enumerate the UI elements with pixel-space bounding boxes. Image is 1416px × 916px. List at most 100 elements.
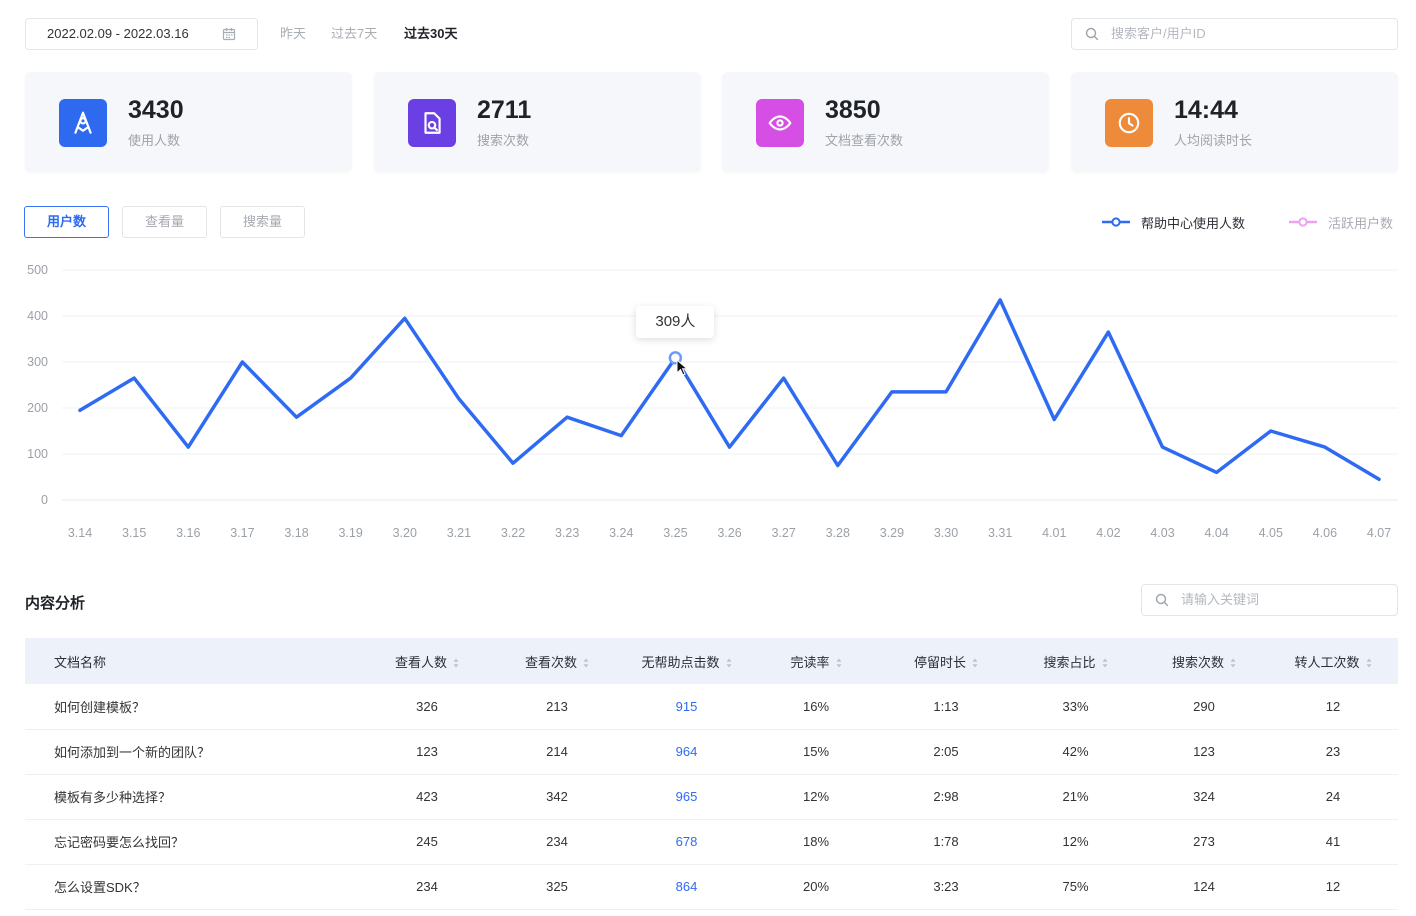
data-point[interactable]: [76, 406, 84, 414]
table-row[interactable]: 如何添加到一个新的团队？ 123 214 964 15% 2:05 42% 12…: [25, 729, 1398, 775]
stat-value: 3430: [128, 96, 184, 124]
data-point[interactable]: [130, 374, 138, 382]
column-header-transfers[interactable]: 转人工次数: [1268, 638, 1398, 684]
column-label: 停留时长: [913, 654, 966, 670]
data-point[interactable]: [509, 459, 517, 467]
date-range-picker[interactable]: 2022.02.09 - 2022.03.16: [25, 18, 258, 50]
doc-name-cell[interactable]: 怎么设置SDK？: [25, 864, 362, 910]
data-point[interactable]: [1213, 468, 1221, 476]
data-point[interactable]: [1050, 416, 1058, 424]
table-row[interactable]: 如何创建模板？ 326 213 915 16% 1:13 33% 290 12: [25, 684, 1398, 730]
search-icon: [1155, 593, 1169, 607]
data-point[interactable]: [942, 388, 950, 396]
sort-icon[interactable]: [1102, 658, 1108, 668]
stat-value: 14:44: [1174, 96, 1238, 124]
data-point[interactable]: [238, 358, 246, 366]
column-header-search-share[interactable]: 搜索占比: [1011, 638, 1140, 684]
quick-range-30-days[interactable]: 过去30天: [404, 26, 458, 41]
y-tick-label: 100: [27, 447, 48, 461]
dwell-time-cell: 1:78: [881, 819, 1011, 865]
legend-item-help-center-users[interactable]: 帮助中心使用人数: [1102, 213, 1245, 231]
customer-search-input[interactable]: 搜索客户/用户ID: [1071, 18, 1398, 50]
sort-icon[interactable]: [453, 658, 459, 668]
data-point[interactable]: [401, 314, 409, 322]
doc-name-cell[interactable]: 模板有多少种选择？: [25, 774, 362, 820]
transfers-cell: 24: [1268, 774, 1398, 820]
column-label: 查看人数: [394, 654, 447, 670]
date-range-value: 2022.02.09 - 2022.03.16: [47, 26, 189, 41]
completion-rate-cell: 20%: [751, 864, 881, 910]
unhelpful-clicks-link[interactable]: 965: [622, 774, 751, 820]
legend-label: 帮助中心使用人数: [1141, 215, 1246, 231]
unhelpful-clicks-link[interactable]: 964: [622, 729, 751, 775]
table-row[interactable]: 忘记密码要怎么找回？ 245 234 678 18% 1:78 12% 273 …: [25, 819, 1398, 865]
completion-rate-cell: 12%: [751, 774, 881, 820]
tab-searches[interactable]: 搜索量: [220, 206, 305, 238]
sort-icon[interactable]: [726, 658, 732, 668]
column-header-doc-name: 文档名称: [25, 638, 362, 684]
data-point[interactable]: [1104, 328, 1112, 336]
search-placeholder: 请输入关键词: [1181, 592, 1260, 607]
data-point[interactable]: [1159, 443, 1167, 451]
column-header-unhelpful-clicks[interactable]: 无帮助点击数: [622, 638, 751, 684]
x-tick-label: 4.01: [1042, 526, 1066, 540]
data-point[interactable]: [184, 443, 192, 451]
legend-item-active-users[interactable]: 活跃用户数: [1289, 213, 1393, 231]
data-point[interactable]: [563, 413, 571, 421]
quick-range-yesterday[interactable]: 昨天: [280, 26, 307, 41]
sort-icon[interactable]: [1366, 658, 1372, 668]
x-tick-label: 3.15: [122, 526, 146, 540]
quick-range-7-days[interactable]: 过去7天: [331, 26, 378, 41]
doc-name-cell[interactable]: 如何添加到一个新的团队？: [25, 729, 362, 775]
section-title-content-analysis: 内容分析: [25, 595, 86, 612]
table-row[interactable]: 怎么设置SDK？ 234 325 864 20% 3:23 75% 124 12: [25, 864, 1398, 910]
stat-label: 使用人数: [128, 133, 181, 148]
transfers-cell: 12: [1268, 684, 1398, 730]
calendar-icon[interactable]: [222, 27, 236, 41]
data-point[interactable]: [1267, 427, 1275, 435]
data-point[interactable]: [834, 462, 842, 470]
table-row[interactable]: 模板有多少种选择？ 423 342 965 12% 2:98 21% 324 2…: [25, 774, 1398, 820]
unhelpful-clicks-link[interactable]: 864: [622, 864, 751, 910]
column-header-views[interactable]: 查看次数: [492, 638, 622, 684]
x-tick-label: 3.24: [609, 526, 633, 540]
viewers-cell: 234: [362, 864, 492, 910]
x-tick-label: 4.05: [1259, 526, 1283, 540]
sort-icon[interactable]: [583, 658, 589, 668]
doc-name-cell[interactable]: 如何创建模板？: [25, 684, 362, 730]
data-point[interactable]: [455, 395, 463, 403]
data-point[interactable]: [726, 443, 734, 451]
data-point[interactable]: [888, 388, 896, 396]
x-tick-label: 3.19: [338, 526, 362, 540]
stat-label: 文档查看次数: [825, 133, 904, 148]
column-header-dwell-time[interactable]: 停留时长: [881, 638, 1011, 684]
data-point[interactable]: [617, 432, 625, 440]
column-header-viewers[interactable]: 查看人数: [362, 638, 492, 684]
sort-icon[interactable]: [836, 658, 842, 668]
x-tick-label: 4.04: [1204, 526, 1228, 540]
keyword-search-input[interactable]: 请输入关键词: [1141, 584, 1398, 616]
doc-name-cell[interactable]: 忘记密码要怎么找回？: [25, 819, 362, 865]
data-point[interactable]: [1321, 443, 1329, 451]
x-tick-label: 3.21: [447, 526, 471, 540]
tab-views[interactable]: 查看量: [122, 206, 207, 238]
column-label: 文档名称: [54, 654, 107, 670]
rocket-icon: [74, 111, 92, 134]
column-label: 搜索占比: [1043, 654, 1096, 670]
data-point[interactable]: [996, 296, 1004, 304]
data-point[interactable]: [780, 374, 788, 382]
sort-icon[interactable]: [972, 658, 978, 668]
data-point[interactable]: [1375, 475, 1383, 483]
x-tick-label: 3.17: [230, 526, 254, 540]
searches-cell: 290: [1140, 684, 1268, 730]
tab-users[interactable]: 用户数: [24, 206, 109, 238]
unhelpful-clicks-link[interactable]: 678: [622, 819, 751, 865]
unhelpful-clicks-link[interactable]: 915: [622, 684, 751, 730]
column-header-completion-rate[interactable]: 完读率: [751, 638, 881, 684]
data-point[interactable]: [293, 413, 301, 421]
sort-icon[interactable]: [1230, 658, 1236, 668]
data-point[interactable]: [347, 374, 355, 382]
content-analysis-table: 文档名称 查看人数 查看次数 无帮助点击数 完读率 停留时长 搜索占比 搜索次数…: [25, 638, 1398, 910]
stat-card-searches: 2711 搜索次数: [374, 72, 701, 172]
column-header-searches[interactable]: 搜索次数: [1140, 638, 1268, 684]
